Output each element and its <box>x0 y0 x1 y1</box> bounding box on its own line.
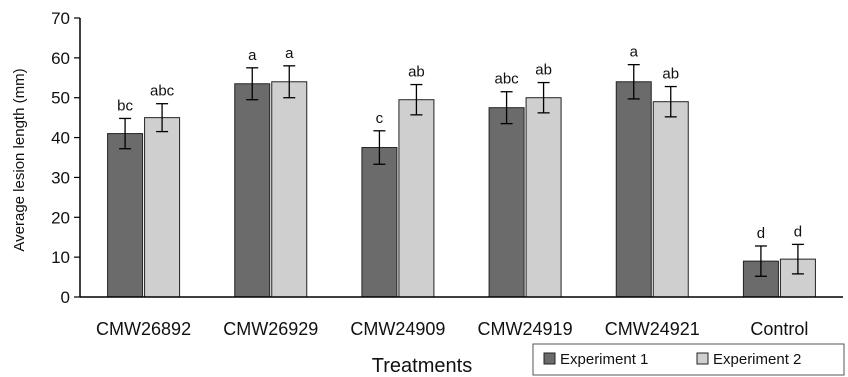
significance-letter: a <box>285 45 294 62</box>
y-axis-title: Average lesion length (mm) <box>11 68 28 251</box>
significance-letter: d <box>757 225 765 242</box>
x-tick-label-cmw24909: CMW24909 <box>350 319 445 339</box>
y-tick-label: 40 <box>51 129 70 148</box>
bar-experiment-2-cmw24909 <box>398 99 435 298</box>
significance-letter: d <box>794 223 802 240</box>
y-axis-ticks: 0 10 20 30 40 50 60 70 <box>51 9 80 307</box>
significance-letter: bc <box>117 97 133 114</box>
significance-letter: abc <box>494 71 519 88</box>
x-axis-title: Treatments <box>372 355 472 377</box>
legend-label-experiment-2: Experiment 2 <box>713 351 801 368</box>
bar-experiment-2-cmw24921 <box>652 101 689 298</box>
y-tick-label: 50 <box>51 89 70 108</box>
y-tick-label: 70 <box>51 9 70 28</box>
bars <box>107 81 816 298</box>
bar-experiment-1-cmw26892 <box>107 133 144 298</box>
bar-experiment-2-cmw24919 <box>525 97 562 298</box>
significance-letter: a <box>248 47 257 64</box>
legend-swatch-experiment-2 <box>696 352 709 365</box>
bar-experiment-1-cmw24921 <box>615 81 652 298</box>
bar-experiment-2-cmw26892 <box>144 117 181 298</box>
legend: Experiment 1 Experiment 2 <box>532 343 845 376</box>
significance-letter: abc <box>150 83 175 100</box>
y-tick-label: 10 <box>51 248 70 267</box>
legend-label-experiment-1: Experiment 1 <box>560 351 648 368</box>
significance-letter: ab <box>662 66 679 83</box>
legend-box <box>532 343 845 376</box>
y-tick-label: 30 <box>51 168 70 187</box>
y-tick-label: 20 <box>51 208 70 227</box>
x-tick-label-cmw24921: CMW24921 <box>605 319 700 339</box>
y-tick-label: 0 <box>61 288 70 307</box>
significance-letter: c <box>376 110 384 127</box>
x-tick-label-cmw26929: CMW26929 <box>223 319 318 339</box>
y-tick-label: 60 <box>51 49 70 68</box>
category-labels: CMW26892 CMW26929 CMW24909 CMW24919 CMW24921… <box>96 319 808 339</box>
bar-experiment-2-cmw26929 <box>271 81 308 298</box>
legend-swatch-experiment-1 <box>543 352 556 365</box>
x-tick-label-cmw24919: CMW24919 <box>478 319 573 339</box>
error-bars <box>119 63 804 277</box>
bar-experiment-1-cmw24919 <box>488 107 525 298</box>
significance-letter: a <box>630 44 639 61</box>
bar-experiment-1-cmw24909 <box>361 147 398 298</box>
significance-letter: ab <box>535 62 552 79</box>
x-tick-label-control: Control <box>750 319 808 339</box>
significance-letter: ab <box>408 64 425 81</box>
x-tick-label-cmw26892: CMW26892 <box>96 319 191 339</box>
bar-experiment-1-cmw26929 <box>234 83 271 298</box>
